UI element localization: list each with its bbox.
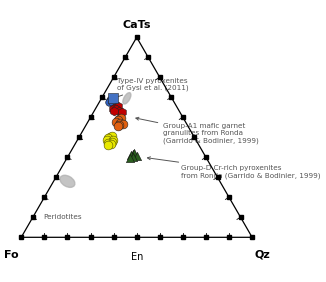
Point — [116, 123, 122, 127]
Point — [108, 142, 113, 147]
Point — [135, 154, 140, 158]
Point — [105, 141, 111, 146]
Point — [119, 109, 125, 114]
Point — [117, 117, 122, 122]
Text: CaTs: CaTs — [123, 20, 151, 30]
Ellipse shape — [60, 175, 75, 187]
Point — [115, 118, 120, 123]
Point — [107, 98, 112, 103]
Text: Group-A1 mafic garnet
granulites from Ronda
(Garrido & Bodinier, 1999): Group-A1 mafic garnet granulites from Ro… — [136, 117, 259, 144]
Point — [113, 120, 119, 124]
Point — [118, 121, 123, 125]
Point — [111, 96, 116, 101]
Point — [108, 135, 113, 140]
Point — [106, 136, 111, 141]
Point — [118, 116, 124, 121]
Point — [131, 155, 136, 160]
Point — [113, 107, 119, 112]
Text: En: En — [130, 252, 143, 262]
Point — [109, 100, 114, 105]
Point — [115, 124, 120, 129]
Point — [128, 153, 134, 158]
Text: Qz: Qz — [255, 250, 270, 260]
Point — [109, 134, 114, 138]
Point — [111, 105, 116, 110]
Text: Fo: Fo — [4, 250, 19, 260]
Point — [121, 122, 126, 126]
Point — [111, 109, 116, 114]
Point — [130, 152, 135, 157]
Ellipse shape — [123, 93, 131, 104]
Point — [111, 107, 116, 111]
Text: Type-IV pyroxenites
of Gysi et al. (2011): Type-IV pyroxenites of Gysi et al. (2011… — [108, 78, 189, 100]
Text: Peridotites: Peridotites — [43, 214, 82, 220]
Point — [107, 100, 112, 104]
Point — [105, 143, 111, 147]
Point — [109, 97, 114, 102]
Point — [128, 156, 133, 160]
Point — [132, 151, 137, 156]
Point — [111, 138, 116, 143]
Point — [104, 137, 110, 142]
Point — [115, 104, 120, 109]
Text: Group-D Cr-rich pyroxenites
from Ronda (Garrido & Bodinier, 1999): Group-D Cr-rich pyroxenites from Ronda (… — [147, 157, 320, 179]
Point — [113, 105, 119, 110]
Point — [116, 109, 122, 113]
Point — [109, 140, 114, 144]
